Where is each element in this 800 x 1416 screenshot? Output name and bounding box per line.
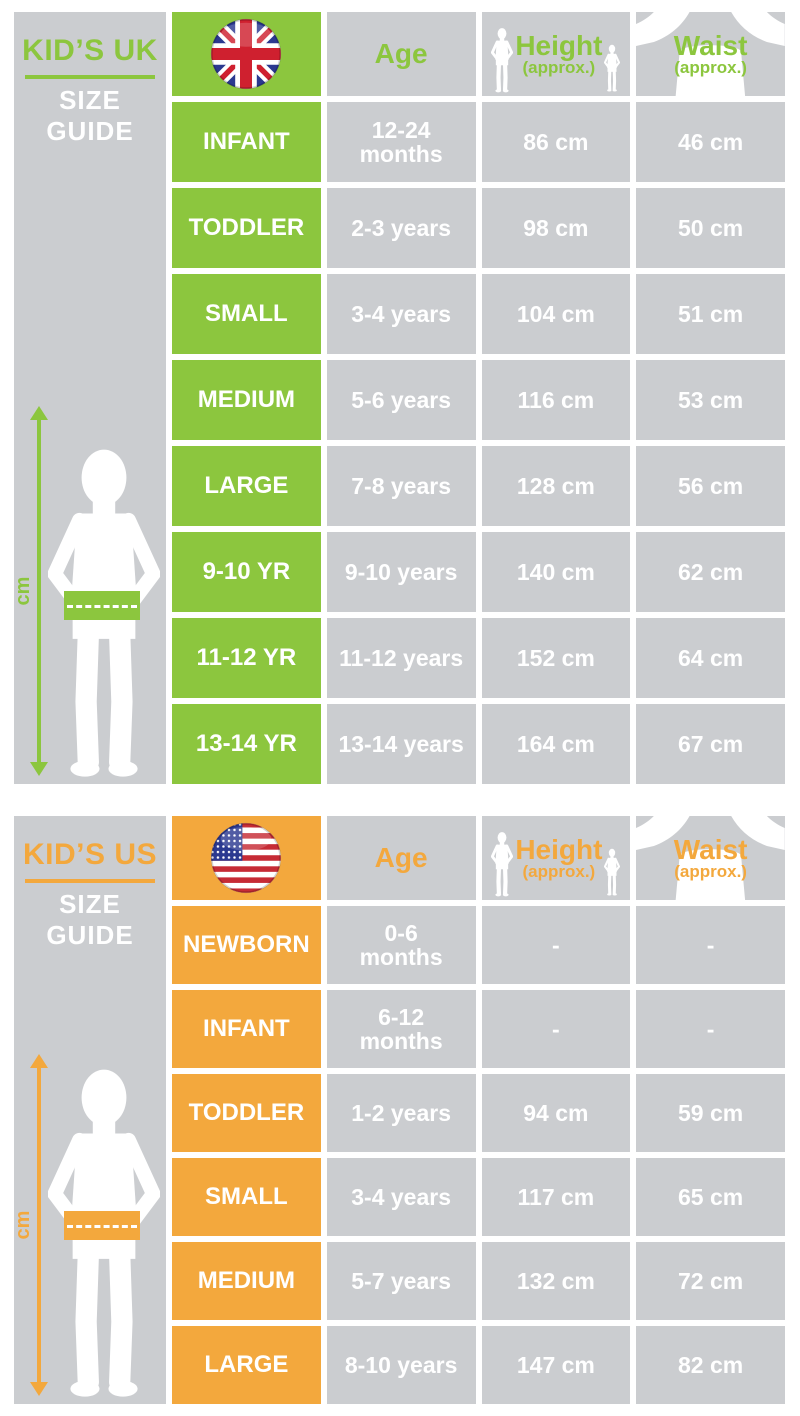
- uk-size-label: TODDLER: [172, 188, 321, 268]
- uk-height-value: 104 cm: [481, 274, 631, 354]
- us-age-value: 6-12 months: [326, 990, 476, 1068]
- us-height-value: -: [481, 906, 631, 984]
- us-size-label: INFANT: [172, 990, 321, 1068]
- vertical-measure-arrow-icon: cm: [12, 1054, 52, 1396]
- uk-height-value: 152 cm: [481, 618, 631, 698]
- uk-height-value: 116 cm: [481, 360, 631, 440]
- uk-col-header-height: Height (approx.): [481, 12, 631, 96]
- us-flag-icon: [211, 822, 282, 894]
- uk-measure-figure: cm: [12, 396, 166, 784]
- us-sidebar: KID’S US SIZE GUIDE cm: [12, 816, 166, 1404]
- uk-age-value: 12-24 months: [326, 102, 476, 182]
- person-tall-icon: [491, 831, 513, 897]
- torso-silhouette-icon: [636, 816, 785, 900]
- us-size-table: Age Height (approx.) Waist (approx.): [172, 816, 785, 1404]
- waistband-icon: [63, 590, 140, 621]
- uk-height-value: 128 cm: [481, 446, 631, 526]
- uk-waist-value: 62 cm: [636, 532, 785, 612]
- uk-height-value: 98 cm: [481, 188, 631, 268]
- uk-waist-value: 50 cm: [636, 188, 785, 268]
- uk-waist-value: 64 cm: [636, 618, 785, 698]
- uk-sidebar-titles: KID’S UK SIZE GUIDE: [14, 12, 166, 147]
- us-height-value: 132 cm: [481, 1242, 631, 1320]
- us-height-value: -: [481, 990, 631, 1068]
- waistband-icon: [63, 1210, 140, 1241]
- us-age-value: 3-4 years: [326, 1158, 476, 1236]
- vertical-measure-arrow-icon: cm: [12, 406, 52, 776]
- uk-title-underline: [24, 75, 156, 79]
- us-waist-value: 72 cm: [636, 1242, 785, 1320]
- uk-size-label: INFANT: [172, 102, 321, 182]
- torso-silhouette-icon: [636, 12, 785, 96]
- uk-flag-icon: [211, 18, 282, 90]
- uk-size-label: 11-12 YR: [172, 618, 321, 698]
- us-age-value: 0-6 months: [326, 906, 476, 984]
- uk-sidebar: KID’S UK SIZE GUIDE cm: [12, 12, 166, 784]
- uk-height-value: 164 cm: [481, 704, 631, 784]
- us-waist-value: 59 cm: [636, 1074, 785, 1152]
- uk-age-value: 9-10 years: [326, 532, 476, 612]
- us-col-header-waist: Waist (approx.): [636, 816, 785, 900]
- us-title-underline: [24, 879, 156, 883]
- child-silhouette-icon: [48, 436, 160, 780]
- cm-unit-label: cm: [11, 1210, 34, 1240]
- uk-col-header-waist: Waist (approx.): [636, 12, 785, 96]
- us-age-value: 1-2 years: [326, 1074, 476, 1152]
- us-age-value: 5-7 years: [326, 1242, 476, 1320]
- us-col-header-height: Height (approx.): [481, 816, 631, 900]
- us-size-label: LARGE: [172, 1326, 321, 1404]
- us-waist-value: 82 cm: [636, 1326, 785, 1404]
- us-col-header-age: Age: [326, 816, 476, 900]
- us-waist-value: -: [636, 906, 785, 984]
- uk-waist-value: 67 cm: [636, 704, 785, 784]
- uk-age-value: 13-14 years: [326, 704, 476, 784]
- us-sidebar-titles: KID’S US SIZE GUIDE: [14, 816, 166, 951]
- cm-unit-label: cm: [11, 576, 34, 606]
- uk-waist-value: 56 cm: [636, 446, 785, 526]
- uk-age-value: 7-8 years: [326, 446, 476, 526]
- us-height-value: 117 cm: [481, 1158, 631, 1236]
- uk-age-value: 5-6 years: [326, 360, 476, 440]
- us-size-label: TODDLER: [172, 1074, 321, 1152]
- uk-size-label: 13-14 YR: [172, 704, 321, 784]
- uk-subtitle: SIZE GUIDE: [46, 85, 134, 146]
- uk-flag-cell: [172, 12, 321, 96]
- us-measure-figure: cm: [12, 1044, 166, 1404]
- us-age-value: 8-10 years: [326, 1326, 476, 1404]
- uk-waist-value: 53 cm: [636, 360, 785, 440]
- person-tall-icon: [491, 27, 513, 93]
- us-flag-cell: [172, 816, 321, 900]
- us-size-label: MEDIUM: [172, 1242, 321, 1320]
- uk-age-value: 11-12 years: [326, 618, 476, 698]
- child-silhouette-icon: [48, 1056, 160, 1400]
- us-size-label: NEWBORN: [172, 906, 321, 984]
- uk-size-label: LARGE: [172, 446, 321, 526]
- person-short-icon: [604, 44, 620, 92]
- uk-waist-value: 46 cm: [636, 102, 785, 182]
- us-title: KID’S US: [22, 838, 158, 871]
- uk-title: KID’S UK: [22, 34, 158, 67]
- us-subtitle: SIZE GUIDE: [46, 889, 134, 950]
- uk-waist-value: 51 cm: [636, 274, 785, 354]
- uk-height-value: 140 cm: [481, 532, 631, 612]
- person-short-icon: [604, 848, 620, 896]
- uk-age-value: 3-4 years: [326, 274, 476, 354]
- uk-size-table: Age Height (approx.) Waist (approx.): [172, 12, 785, 784]
- uk-size-label: SMALL: [172, 274, 321, 354]
- us-height-value: 147 cm: [481, 1326, 631, 1404]
- uk-size-label: MEDIUM: [172, 360, 321, 440]
- uk-height-value: 86 cm: [481, 102, 631, 182]
- us-size-guide-section: KID’S US SIZE GUIDE cm: [0, 816, 800, 1404]
- us-size-label: SMALL: [172, 1158, 321, 1236]
- uk-size-guide-section: KID’S UK SIZE GUIDE cm: [0, 12, 800, 784]
- us-waist-value: 65 cm: [636, 1158, 785, 1236]
- uk-size-label: 9-10 YR: [172, 532, 321, 612]
- us-waist-value: -: [636, 990, 785, 1068]
- uk-age-value: 2-3 years: [326, 188, 476, 268]
- uk-col-header-age: Age: [326, 12, 476, 96]
- us-height-value: 94 cm: [481, 1074, 631, 1152]
